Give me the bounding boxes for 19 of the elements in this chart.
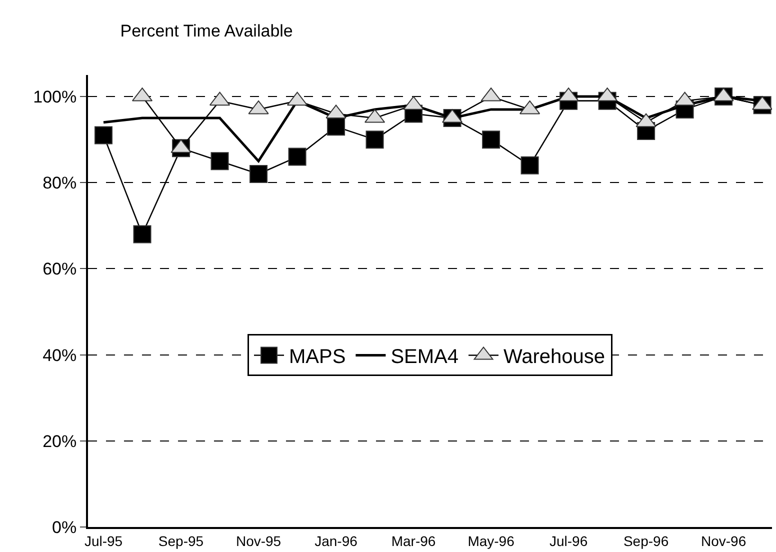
x-tick-label: Jul-96 xyxy=(549,532,588,549)
y-tick-label: 100% xyxy=(33,87,77,106)
y-tick-label: 40% xyxy=(42,346,77,365)
legend-label: SEMA4 xyxy=(390,346,458,368)
x-tick-label: Sep-96 xyxy=(623,532,669,549)
y-tick-label: 20% xyxy=(42,432,77,451)
x-tick-label: Jan-96 xyxy=(314,532,358,549)
x-tick-label: Jul-95 xyxy=(84,532,123,549)
y-tick-label: 60% xyxy=(42,260,77,279)
chart-title: Percent Time Available xyxy=(120,22,293,41)
x-tick-label: May-96 xyxy=(468,532,515,549)
x-tick-label: Nov-95 xyxy=(236,532,282,549)
legend-label: MAPS xyxy=(289,346,346,368)
x-tick-label: Sep-95 xyxy=(158,532,204,549)
y-tick-label: 0% xyxy=(52,518,77,537)
x-tick-label: Nov-96 xyxy=(700,532,746,549)
y-tick-label: 80% xyxy=(42,174,77,193)
x-tick-label: Mar-96 xyxy=(391,532,436,549)
legend-label: Warehouse xyxy=(504,346,606,368)
